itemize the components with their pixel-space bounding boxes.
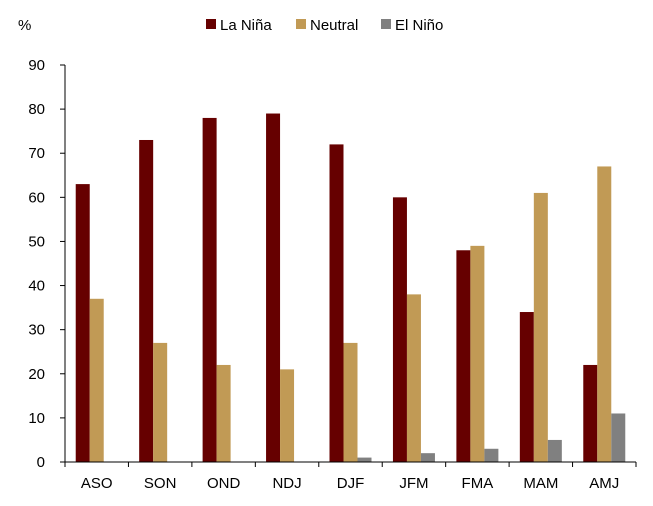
legend-swatch <box>206 19 216 29</box>
bar-neutral-jfm <box>406 294 421 462</box>
x-tick-label: OND <box>207 475 241 492</box>
x-tick-label: DJF <box>337 475 365 492</box>
x-tick-label: NDJ <box>272 475 301 492</box>
x-tick-label: ASO <box>81 475 113 492</box>
y-tick-label: 40 <box>28 278 45 295</box>
bar-neutral-ndj <box>280 369 295 462</box>
legend-label: La Niña <box>220 17 272 34</box>
bar-elnio-amj <box>611 413 626 462</box>
bar-neutral-amj <box>597 166 612 462</box>
bar-lania-son <box>139 139 154 462</box>
y-tick-label: 70 <box>28 145 45 162</box>
bar-lania-djf <box>329 144 344 462</box>
legend-swatch <box>296 19 306 29</box>
bar-neutral-ond <box>216 364 231 462</box>
bar-neutral-son <box>153 342 168 462</box>
y-tick-label: 0 <box>37 454 45 471</box>
bars <box>75 113 626 463</box>
y-tick-label: 50 <box>28 233 45 250</box>
bar-lania-aso <box>75 184 90 462</box>
bar-lania-ndj <box>266 113 281 463</box>
x-tick-label: FMA <box>462 475 494 492</box>
y-axis-unit-label: % <box>18 17 31 34</box>
legend-label: Neutral <box>310 17 358 34</box>
x-tick-label: SON <box>144 475 177 492</box>
legend: La Niña Neutral El Niño <box>206 17 443 34</box>
y-tick-label: 30 <box>28 322 45 339</box>
bar-elnio-jfm <box>420 453 435 462</box>
bar-elnio-mam <box>547 439 562 462</box>
bar-neutral-mam <box>533 192 548 462</box>
y-tick-label: 60 <box>28 189 45 206</box>
legend-label: El Niño <box>395 17 443 34</box>
bar-elnio-fma <box>484 448 499 462</box>
y-tick-label: 80 <box>28 101 45 118</box>
x-tick-label: AMJ <box>589 475 619 492</box>
legend-swatch <box>381 19 391 29</box>
bar-neutral-aso <box>89 298 104 462</box>
y-tick-label: 10 <box>28 410 45 427</box>
y-tick-label: 20 <box>28 366 45 383</box>
bar-elnio-djf <box>357 457 372 462</box>
x-axis: ASO SON OND NDJ DJF JFM FMA MAM AMJ <box>64 462 637 492</box>
y-tick-label: 90 <box>28 57 45 74</box>
bar-lania-amj <box>583 364 598 462</box>
bar-lania-jfm <box>392 197 407 463</box>
bar-lania-ond <box>202 117 217 462</box>
x-tick-label: JFM <box>399 475 428 492</box>
bar-lania-fma <box>456 250 471 462</box>
x-tick-label: MAM <box>523 475 558 492</box>
bar-neutral-djf <box>343 342 358 462</box>
y-axis: 0 10 20 30 40 50 60 70 80 90 <box>28 57 65 471</box>
bar-lania-mam <box>519 312 534 462</box>
bar-neutral-fma <box>470 245 485 462</box>
